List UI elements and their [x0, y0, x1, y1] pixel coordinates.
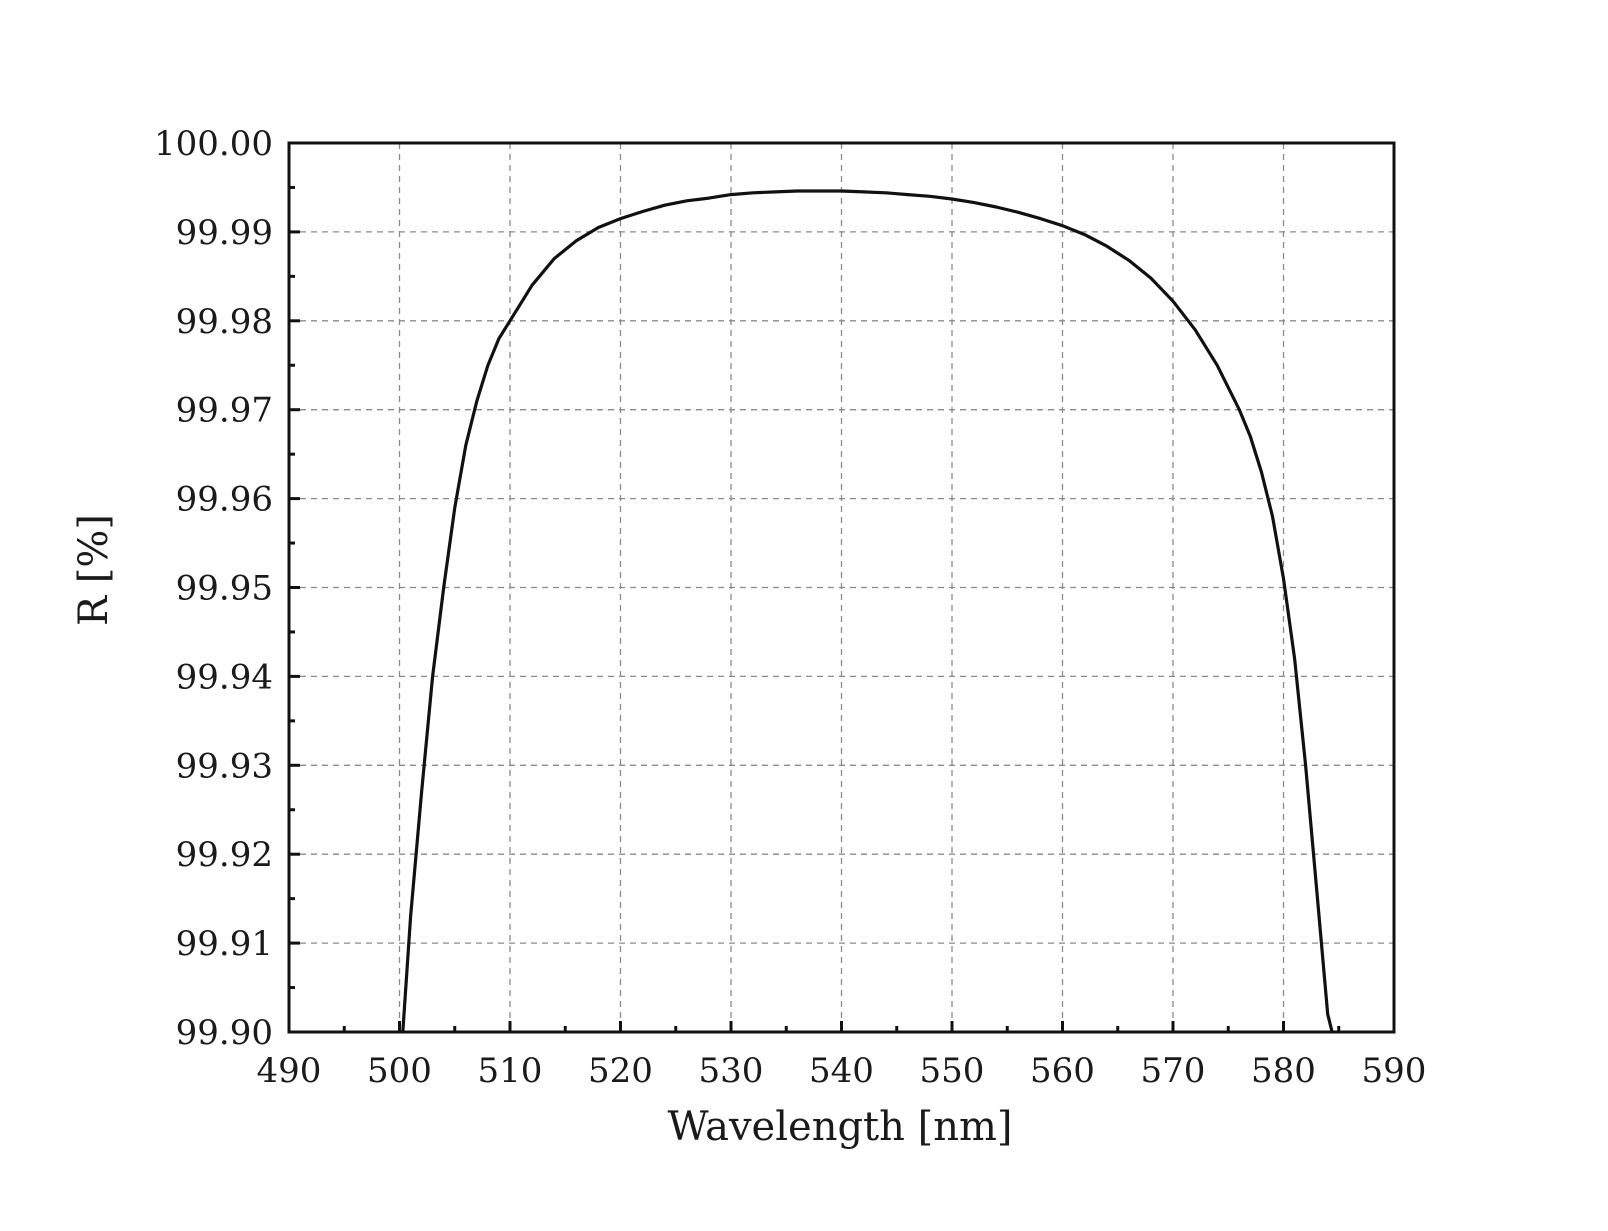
- x-tick-label: 550: [920, 1051, 985, 1091]
- grid: [289, 143, 1394, 1032]
- series-line-reflectance: [401, 189, 1334, 1034]
- tick-labels: 490 500 510 520 530 540 550 560 570 580 590 99.90 99…: [154, 124, 1426, 1091]
- x-tick-label: 530: [699, 1051, 764, 1091]
- y-tick-label: 99.92: [176, 835, 273, 875]
- x-tick-label: 520: [588, 1051, 653, 1091]
- axis-ticks: [287, 141, 1396, 1034]
- x-tick-label: 510: [478, 1051, 543, 1091]
- y-tick-label: 100.00: [154, 124, 273, 164]
- y-tick-label: 99.91: [176, 924, 273, 964]
- x-tick-label: 590: [1362, 1051, 1427, 1091]
- y-tick-label: 99.96: [176, 480, 273, 520]
- x-tick-label: 560: [1030, 1051, 1095, 1091]
- y-tick-label: 99.95: [176, 569, 273, 609]
- y-tick-label: 99.99: [176, 213, 273, 253]
- y-tick-label: 99.98: [176, 302, 273, 342]
- plot-area: [401, 189, 1334, 1034]
- x-axis-label: Wavelength [nm]: [667, 1104, 1012, 1150]
- y-tick-label: 99.94: [176, 657, 273, 697]
- y-tick-label: 99.97: [176, 391, 273, 431]
- y-axis-label: R [%]: [71, 514, 117, 626]
- y-tick-label: 99.90: [176, 1013, 273, 1053]
- x-tick-label: 540: [809, 1051, 874, 1091]
- x-tick-label: 570: [1141, 1051, 1206, 1091]
- x-tick-label: 490: [257, 1051, 322, 1091]
- y-tick-label: 99.93: [176, 746, 273, 786]
- x-tick-label: 580: [1251, 1051, 1316, 1091]
- x-tick-label: 500: [367, 1051, 432, 1091]
